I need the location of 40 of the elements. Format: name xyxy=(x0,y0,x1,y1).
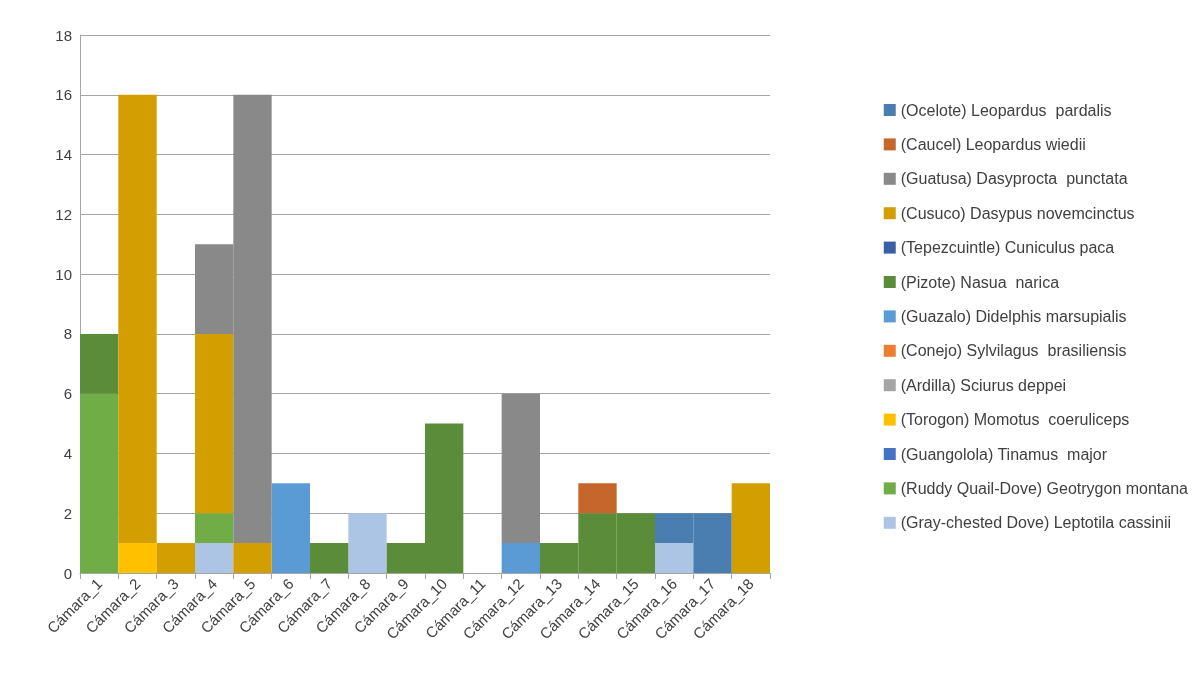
bar xyxy=(156,543,195,573)
bar xyxy=(118,94,157,544)
legend-label: (Tepezcuintle) Cuniculus paca xyxy=(900,239,1115,257)
y-tick-label: 8 xyxy=(63,325,72,343)
legend-label: (Ruddy Quail-Dove) Geotrygon montana xyxy=(900,479,1189,497)
y-tick-label: 0 xyxy=(63,564,72,582)
y-tick-label: 18 xyxy=(55,26,72,44)
bar xyxy=(501,393,540,544)
bar xyxy=(310,543,349,573)
legend-label: (Ocelote) Leopardus pardalis xyxy=(900,101,1112,119)
legend-label: (Gray-chested Dove) Leptotila cassinii xyxy=(900,514,1172,532)
y-tick-label: 2 xyxy=(63,504,72,522)
legend-label: (Cusuco) Dasypus novemcinctus xyxy=(900,204,1135,222)
bar xyxy=(348,513,387,573)
legend-label: (Conejo) Sylvilagus brasiliensis xyxy=(900,342,1127,360)
y-tick-label: 14 xyxy=(55,146,72,164)
bar xyxy=(195,543,234,573)
y-tick-label: 10 xyxy=(55,265,72,283)
y-tick-label: 12 xyxy=(55,205,72,223)
legend-label: (Guatusa) Dasyprocta punctata xyxy=(900,170,1128,188)
bar xyxy=(195,333,234,514)
bar xyxy=(80,393,119,573)
bar xyxy=(271,483,310,573)
y-tick-label: 6 xyxy=(63,385,72,403)
bar xyxy=(118,543,157,573)
legend-label: (Torogon) Momotus coeruliceps xyxy=(900,411,1130,429)
bar xyxy=(80,333,119,394)
bar xyxy=(501,543,540,573)
y-tick-label: 4 xyxy=(63,444,72,462)
bar xyxy=(233,543,272,573)
bar xyxy=(655,543,694,573)
bar xyxy=(578,483,617,514)
legend-label: (Guazalo) Didelphis marsupialis xyxy=(900,307,1127,325)
legend-label: (Ardilla) Sciurus deppei xyxy=(900,376,1067,394)
bar xyxy=(195,513,234,544)
y-tick-label: 16 xyxy=(55,86,72,104)
legend-label: (Pizote) Nasua narica xyxy=(900,273,1060,291)
legend-label: (Caucel) Leopardus wiedii xyxy=(900,135,1086,153)
legend-label: (Guangolola) Tinamus major xyxy=(900,445,1108,463)
bar xyxy=(731,483,770,573)
